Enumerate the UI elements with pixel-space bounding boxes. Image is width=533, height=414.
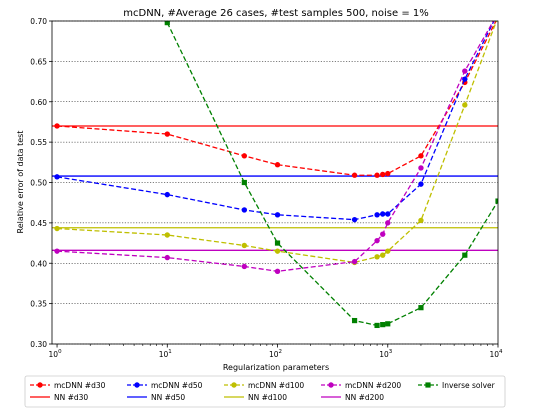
data-point-mcdnn-d50 [374, 212, 380, 218]
y-tick-label: 0.50 [30, 179, 47, 188]
series-line-mcdnn-d200 [57, 21, 495, 272]
legend-label-nn-d30: NN #d30 [54, 393, 88, 402]
x-tick-label: 104 [489, 349, 503, 359]
legend-marker-mcdnn-d200 [328, 382, 334, 388]
data-point-mcdnn-d100 [462, 102, 468, 108]
data-point-mcdnn-d50 [274, 212, 281, 218]
series-layer [54, 10, 500, 329]
legend-label-mcdnn-d50: mcDNN #d50 [151, 381, 203, 390]
legend-label-mcdnn-d30: mcDNN #d30 [54, 381, 106, 390]
x-tick-label: 101 [159, 349, 172, 359]
legend-label-inverse-solver: Inverse solver [442, 381, 496, 390]
data-point-mcdnn-d30 [418, 153, 424, 159]
data-point-mcdnn-d50 [385, 211, 391, 217]
data-point-mcdnn-d50 [164, 191, 170, 198]
data-point-mcdnn-d200 [54, 248, 60, 254]
data-point-mcdnn-d30 [495, 14, 500, 19]
y-tick-label: 0.30 [30, 340, 47, 349]
y-tick-label: 0.60 [30, 98, 47, 107]
y-tick-label: 0.45 [30, 219, 47, 228]
x-axis-label: Regularization parameters [223, 363, 329, 372]
data-point-mcdnn-d100 [274, 248, 281, 254]
data-point-mcdnn-d100 [385, 248, 391, 254]
data-point-mcdnn-d30 [241, 153, 248, 159]
data-point-mcdnn-d50 [380, 211, 386, 217]
data-point-mcdnn-d100 [374, 254, 380, 260]
legend-marker-mcdnn-d30 [37, 382, 43, 388]
data-point-mcdnn-d200 [462, 68, 468, 74]
data-point-mcdnn-d200 [380, 231, 386, 237]
data-point-inverse-solver [351, 317, 358, 324]
data-point-inverse-solver [241, 179, 247, 186]
legend-marker-mcdnn-d100 [231, 382, 237, 388]
data-point-mcdnn-d200 [274, 268, 281, 275]
chart-title: mcDNN, #Average 26 cases, #test samples … [123, 8, 429, 19]
data-point-mcdnn-d200 [164, 254, 170, 261]
data-point-mcdnn-d50 [351, 216, 358, 223]
series-line-mcdnn-d30 [56, 21, 497, 176]
data-point-mcdnn-d50 [418, 181, 424, 187]
data-point-mcdnn-d50 [54, 174, 60, 180]
data-point-mcdnn-d30 [374, 172, 380, 178]
data-point-mcdnn-d30 [274, 162, 281, 168]
y-tick-label: 0.55 [30, 138, 47, 147]
series-line-inverse-solver [166, 22, 498, 327]
x-axis: 100 101 102 103 104 [49, 344, 503, 359]
legend-label-nn-d100: NN #d100 [248, 393, 287, 402]
data-point-mcdnn-d30 [385, 170, 391, 177]
legend-label-nn-d200: NN #d200 [345, 393, 384, 402]
y-tick-label: 0.35 [30, 300, 47, 309]
legend-frame [24, 375, 506, 408]
data-point-inverse-solver [164, 21, 170, 26]
y-axis-label: Relative error of data test [16, 131, 25, 234]
data-point-mcdnn-d200 [351, 258, 358, 265]
x-tick-label: 100 [49, 349, 63, 359]
series-line-mcdnn-d50 [56, 21, 495, 221]
data-point-mcdnn-d200 [374, 237, 380, 244]
legend: mcDNN #d30 mcDNN #d50 mcDNN #d100 mcDNN #d2… [24, 375, 506, 408]
data-point-mcdnn-d200 [241, 263, 248, 270]
y-axis: 0.30 0.35 0.40 0.45 0.50 0.55 0.60 0.65 0.70 [30, 17, 52, 349]
y-tick-label: 0.40 [30, 259, 47, 268]
data-point-inverse-solver [374, 322, 380, 329]
data-point-mcdnn-d50 [241, 207, 248, 213]
series-line-mcdnn-d100 [57, 21, 498, 264]
data-point-mcdnn-d100 [164, 232, 170, 238]
data-point-mcdnn-d100 [241, 242, 248, 249]
data-point-mcdnn-d200 [418, 165, 424, 171]
data-point-inverse-solver [462, 252, 468, 258]
data-point-mcdnn-d100 [495, 14, 500, 19]
data-point-mcdnn-d30 [351, 172, 358, 178]
y-tick-label: 0.70 [30, 17, 47, 26]
x-tick-label: 102 [269, 349, 282, 359]
legend-label-mcdnn-d100: mcDNN #d100 [248, 381, 304, 390]
data-point-inverse-solver [495, 198, 498, 204]
data-point-mcdnn-d200 [495, 10, 500, 15]
data-point-inverse-solver [274, 240, 281, 246]
data-point-mcdnn-d100 [418, 217, 424, 224]
data-point-mcdnn-d30 [164, 131, 170, 137]
data-point-mcdnn-d50 [462, 76, 468, 82]
data-point-inverse-solver [380, 322, 386, 328]
data-point-mcdnn-d30 [380, 171, 386, 178]
y-tick-label: 0.65 [30, 57, 47, 66]
legend-marker-inverse-solver [425, 382, 431, 388]
data-point-inverse-solver [385, 321, 391, 327]
data-point-mcdnn-d100 [54, 225, 60, 232]
legend-marker-mcdnn-d50 [134, 382, 140, 388]
data-point-mcdnn-d200 [385, 220, 391, 226]
data-point-inverse-solver [418, 305, 424, 311]
legend-label-nn-d50: NN #d50 [151, 393, 185, 402]
data-point-mcdnn-d30 [54, 123, 60, 129]
data-point-mcdnn-d50 [495, 10, 500, 15]
data-point-mcdnn-d100 [380, 252, 386, 258]
grid-lines [52, 20, 498, 345]
x-tick-label: 103 [379, 349, 393, 359]
legend-label-mcdnn-d200: mcDNN #d200 [345, 381, 401, 390]
